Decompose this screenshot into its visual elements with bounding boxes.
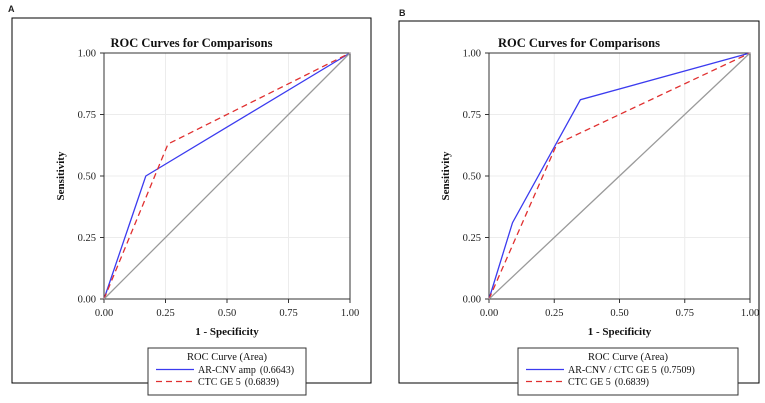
x-axis-label: 1 - Specificity — [195, 326, 259, 338]
chart-title: ROC Curves for Comparisons — [111, 36, 273, 50]
x-tick-label: 0.75 — [279, 308, 297, 319]
y-tick-label: 0.75 — [78, 110, 96, 121]
legend-entry: CTC GE 5 (0.6839) — [198, 377, 279, 388]
legend-area-value: (0.6839) — [245, 377, 279, 388]
legend-series-name: AR-CNV / CTC GE 5 — [568, 365, 657, 376]
roc-series-line — [488, 52, 751, 300]
y-tick-label: 0.25 — [78, 233, 96, 244]
chart-title: ROC Curves for Comparisons — [498, 36, 660, 50]
x-tick-label: 0.50 — [218, 308, 236, 319]
y-axis-label: Sensitivity — [55, 151, 67, 200]
y-axis-label: Sensitivity — [440, 151, 452, 200]
x-tick-label: 0.00 — [480, 308, 498, 319]
y-tick-label: 0.50 — [463, 172, 481, 183]
legend-area-value: (0.7509) — [661, 365, 695, 376]
roc-series-line — [488, 52, 751, 300]
x-tick-label: 0.25 — [545, 308, 563, 319]
y-tick-label: 0.50 — [78, 172, 96, 183]
legend: ROC Curve (Area)AR-CNV amp (0.6643)CTC GE… — [147, 347, 307, 396]
x-tick-label: 1.00 — [741, 308, 759, 319]
legend-entry: CTC GE 5 (0.6839) — [568, 377, 649, 388]
reference-diagonal-line — [488, 52, 751, 300]
legend-title: ROC Curve (Area) — [187, 352, 267, 363]
chart-panel-b: ROC Curves for Comparisons 0.00 0.25 0.50 0.… — [398, 20, 760, 396]
chart-panel-a: ROC Curves for Comparisons 0.00 0.25 0.50 0.… — [11, 17, 372, 396]
legend-box — [147, 347, 307, 396]
legend-title: ROC Curve (Area) — [588, 352, 668, 363]
y-tick-label: 1.00 — [78, 49, 96, 60]
legend-entry: AR-CNV / CTC GE 5 (0.7509) — [568, 365, 695, 376]
roc-series-line — [103, 52, 351, 300]
panel-a-label: A — [8, 4, 15, 14]
x-tick-label: 0.00 — [95, 308, 113, 319]
legend-series-name: CTC GE 5 — [568, 377, 611, 388]
legend-area-value: (0.6643) — [260, 365, 294, 376]
legend-box — [517, 347, 739, 396]
legend-area-value: (0.6839) — [615, 377, 649, 388]
roc-series-line — [103, 52, 351, 300]
y-tick-label: 0.75 — [463, 110, 481, 121]
x-axis-label: 1 - Specificity — [588, 326, 652, 338]
legend-series-name: CTC GE 5 — [198, 377, 241, 388]
y-tick-label: 0.00 — [463, 295, 481, 306]
x-tick-label: 0.50 — [610, 308, 628, 319]
y-tick-label: 1.00 — [463, 49, 481, 60]
legend-entry: AR-CNV amp (0.6643) — [198, 365, 294, 376]
y-tick-label: 0.00 — [78, 295, 96, 306]
legend: ROC Curve (Area) AR-CNV / CTC GE 5 (0.7509… — [517, 347, 739, 396]
x-tick-label: 0.25 — [156, 308, 174, 319]
panel-b-label: B — [399, 8, 406, 18]
reference-diagonal-line — [103, 52, 351, 300]
y-tick-label: 0.25 — [463, 233, 481, 244]
x-tick-label: 1.00 — [341, 308, 359, 319]
x-tick-label: 0.75 — [676, 308, 694, 319]
legend-series-name: AR-CNV amp — [198, 365, 256, 376]
